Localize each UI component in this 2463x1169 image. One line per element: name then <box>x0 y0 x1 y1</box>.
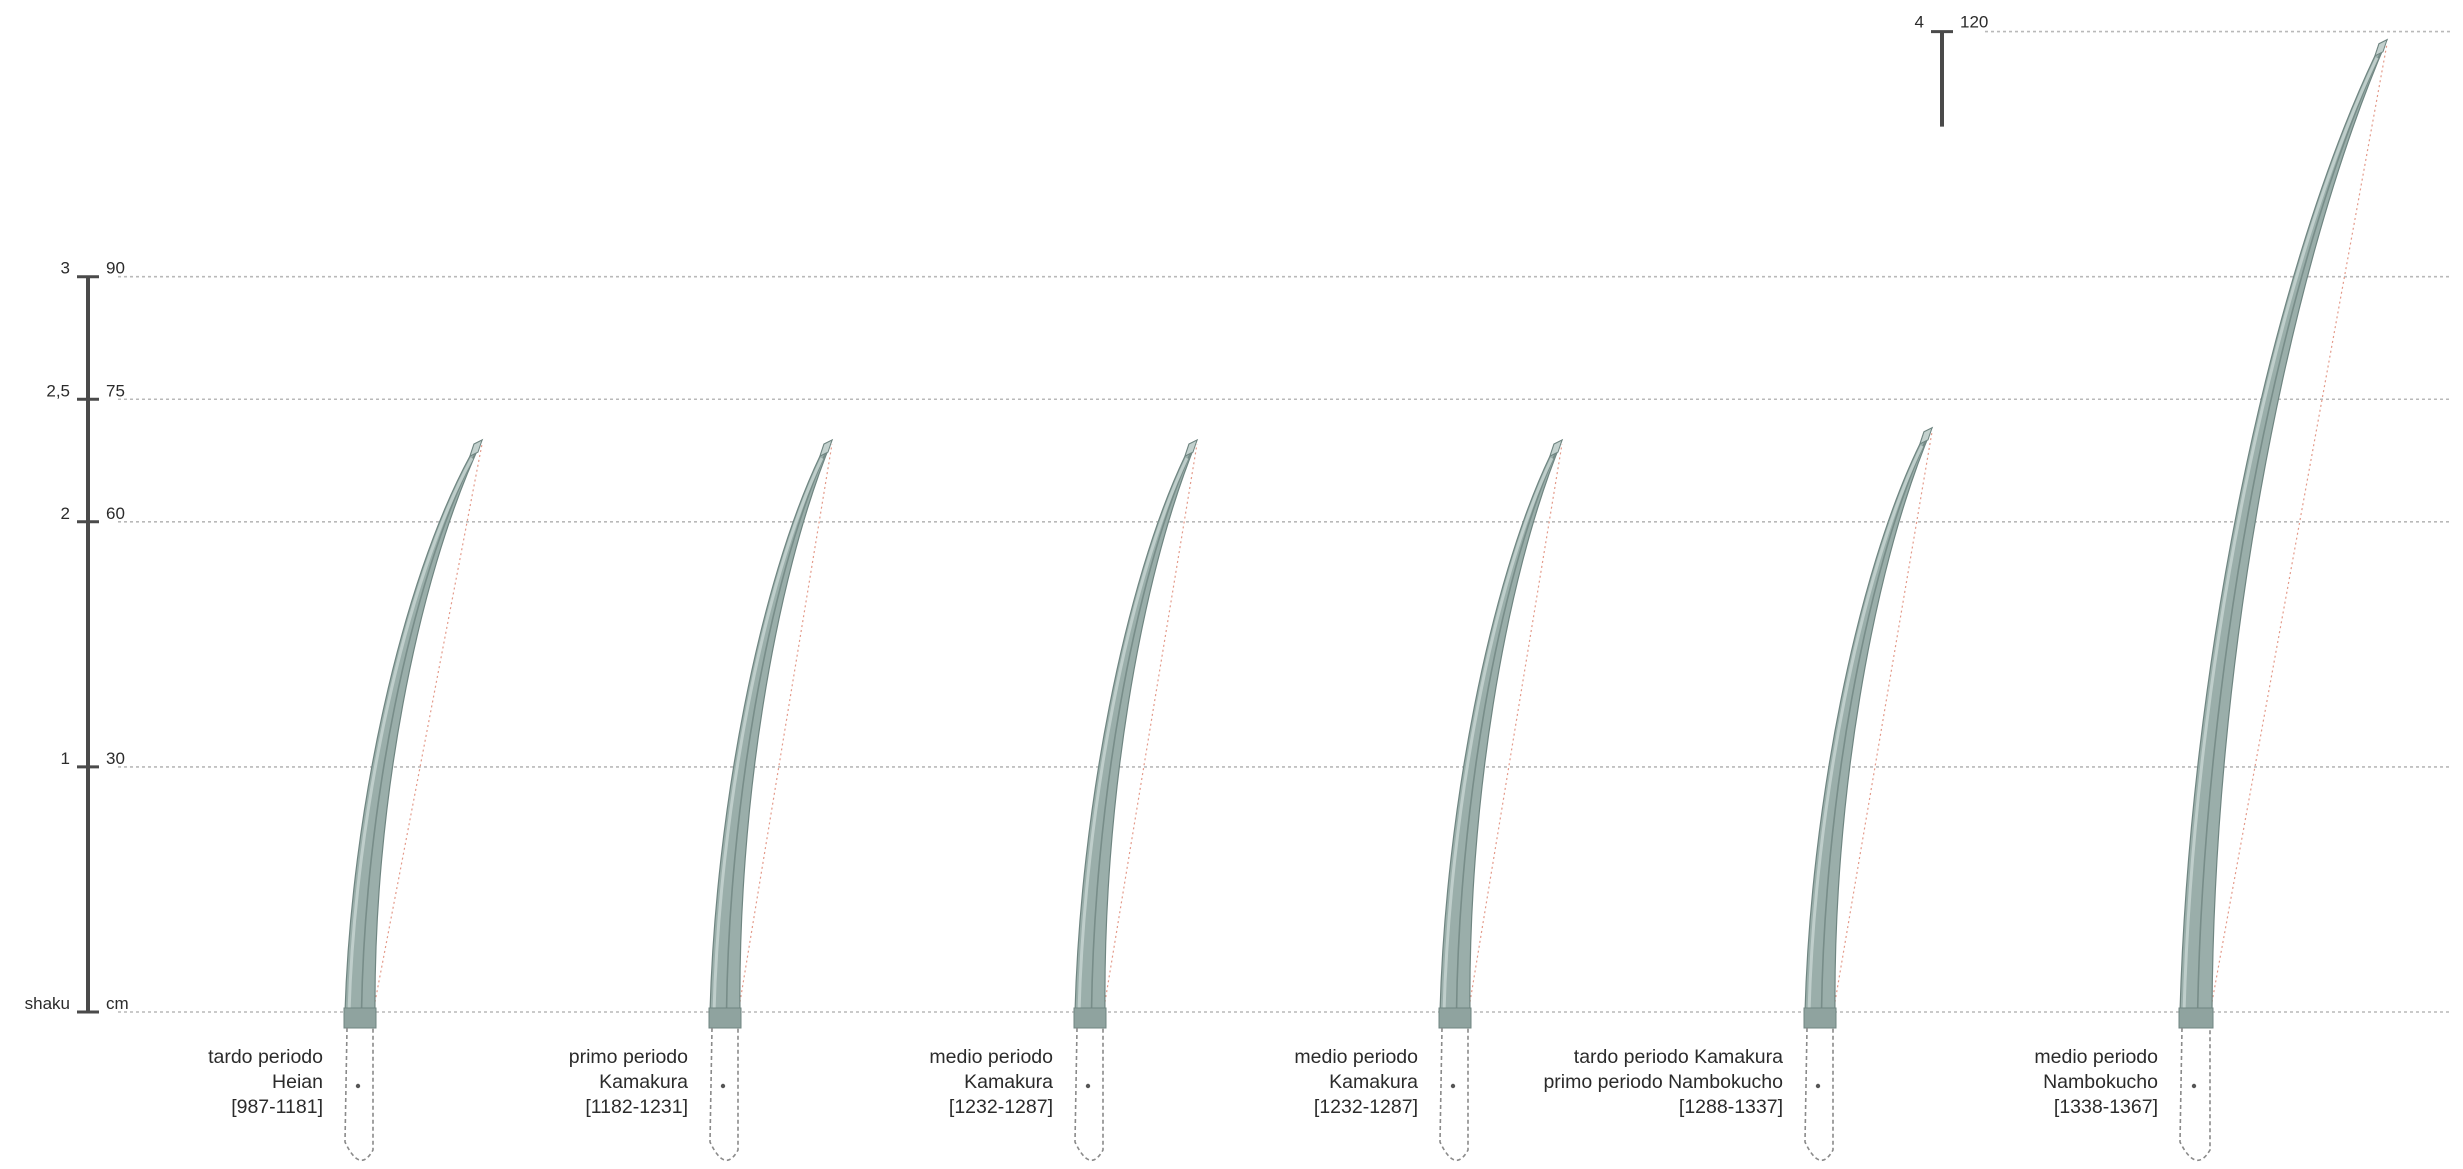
blade-tang <box>344 1027 374 1161</box>
blade-body <box>1439 438 1564 1013</box>
blade-peg-hole <box>1450 1083 1456 1089</box>
blade-peg-hole <box>720 1083 726 1089</box>
extra-scale-mark: 4 120 <box>1915 13 1988 127</box>
blade-caption: primo periodo Kamakura [1182-1231] <box>569 1046 688 1118</box>
blade-tip <box>1184 439 1198 458</box>
caption-line: Heian <box>272 1071 323 1093</box>
blade-habaki <box>343 1007 377 1029</box>
blade-tip <box>1549 439 1563 458</box>
blade-ridge <box>725 451 827 1013</box>
blade-peg-hole <box>1815 1083 1821 1089</box>
caption-line: Kamakura <box>1329 1071 1418 1093</box>
blade-tip <box>1919 426 1933 445</box>
tick-label-shaku: 2 <box>61 504 70 523</box>
tick-label-shaku: 1 <box>61 749 70 768</box>
blade-tang <box>1439 1027 1469 1161</box>
caption-line: [987-1181] <box>231 1096 323 1118</box>
tick-label-cm: 30 <box>106 749 125 768</box>
blade-chord <box>739 444 833 1003</box>
caption-line: Kamakura <box>964 1071 1053 1093</box>
blade-highlight <box>712 457 824 1013</box>
blade-highlight <box>1077 457 1189 1013</box>
blade-tip <box>469 439 483 458</box>
unit-label-cm: cm <box>106 994 129 1013</box>
blade-ridge <box>1090 451 1192 1013</box>
blade-body <box>2179 38 2389 1013</box>
blade-highlight <box>1807 445 1924 1013</box>
tick-label-shaku: 4 <box>1915 13 1924 32</box>
tick-label-cm: 60 <box>106 504 125 523</box>
blade-caption: medio periodo Kamakura [1232-1287] <box>929 1046 1053 1118</box>
caption-line: [1182-1231] <box>585 1096 688 1118</box>
caption-line: [1288-1337] <box>1679 1096 1783 1118</box>
blade-chord <box>1834 431 1933 1003</box>
caption-line: medio periodo <box>1294 1046 1418 1068</box>
blade-ridge <box>2196 51 2382 1013</box>
tick-label-cm: 75 <box>106 381 125 400</box>
blade-body <box>1074 438 1199 1013</box>
blade-peg-hole <box>1085 1083 1091 1089</box>
blade <box>1803 426 1934 1161</box>
blade-peg-hole <box>2191 1083 2197 1089</box>
caption-line: medio periodo <box>929 1046 1053 1068</box>
tick-label-shaku: 3 <box>61 259 70 278</box>
caption-line: primo periodo Nambokucho <box>1543 1071 1783 1093</box>
blade-habaki <box>1438 1007 1472 1029</box>
blade-highlight <box>347 457 474 1013</box>
blade-tang <box>2179 1027 2211 1161</box>
blade-habaki <box>2178 1007 2214 1029</box>
tick-label-shaku: 2,5 <box>46 381 70 400</box>
blade-chord <box>2211 43 2388 1003</box>
blade-tip <box>819 439 833 458</box>
blade <box>2178 38 2389 1161</box>
blade <box>343 438 484 1161</box>
unit-label-shaku: shaku <box>25 994 70 1013</box>
blade-caption: tardo periodo Heian [987-1181] <box>208 1046 323 1118</box>
blade-tip <box>2374 38 2388 57</box>
blade-caption: medio periodo Kamakura [1232-1287] <box>1294 1046 1418 1118</box>
blade-highlight <box>1442 457 1554 1013</box>
blade-ridge <box>1455 451 1557 1013</box>
blade-tang <box>709 1027 739 1161</box>
tick-label-cm: 120 <box>1960 13 1988 32</box>
blade-peg-hole <box>355 1083 361 1089</box>
caption-line: [1232-1287] <box>949 1096 1053 1118</box>
tick-label-cm: 90 <box>106 259 125 278</box>
blade-habaki <box>1803 1007 1837 1029</box>
grid-lines <box>118 30 2450 1013</box>
blade-habaki <box>1073 1007 1107 1029</box>
blade-series <box>343 38 2389 1161</box>
length-scale: 3 90 2,5 75 2 60 1 30 shaku cm <box>25 259 129 1014</box>
caption-line: primo periodo <box>569 1046 688 1068</box>
blade <box>1438 438 1564 1161</box>
caption-line: [1338-1367] <box>2054 1096 2158 1118</box>
blade-highlight <box>2182 57 2379 1013</box>
blade-body <box>709 438 834 1013</box>
blade <box>1073 438 1199 1161</box>
blade-ridge <box>1820 439 1927 1013</box>
blade-captions: tardo periodo Heian [987-1181] primo period… <box>208 1046 2158 1118</box>
caption-line: tardo periodo <box>208 1046 323 1068</box>
blade-caption: medio periodo Nambokucho [1338-1367] <box>2034 1046 2158 1118</box>
caption-line: [1232-1287] <box>1314 1096 1418 1118</box>
caption-line: Nambokucho <box>2043 1071 2158 1093</box>
blade-habaki <box>708 1007 742 1029</box>
blade-tang <box>1074 1027 1104 1161</box>
caption-line: medio periodo <box>2034 1046 2158 1068</box>
blade-chord <box>1469 444 1563 1003</box>
blade-caption: tardo periodo Kamakura primo periodo Namb… <box>1543 1046 1783 1118</box>
blade-tang <box>1804 1027 1834 1161</box>
caption-line: Kamakura <box>599 1071 688 1093</box>
blade <box>708 438 834 1161</box>
caption-line: tardo periodo Kamakura <box>1574 1046 1783 1068</box>
blade-ridge <box>360 451 477 1013</box>
blade-chord <box>1104 444 1198 1003</box>
